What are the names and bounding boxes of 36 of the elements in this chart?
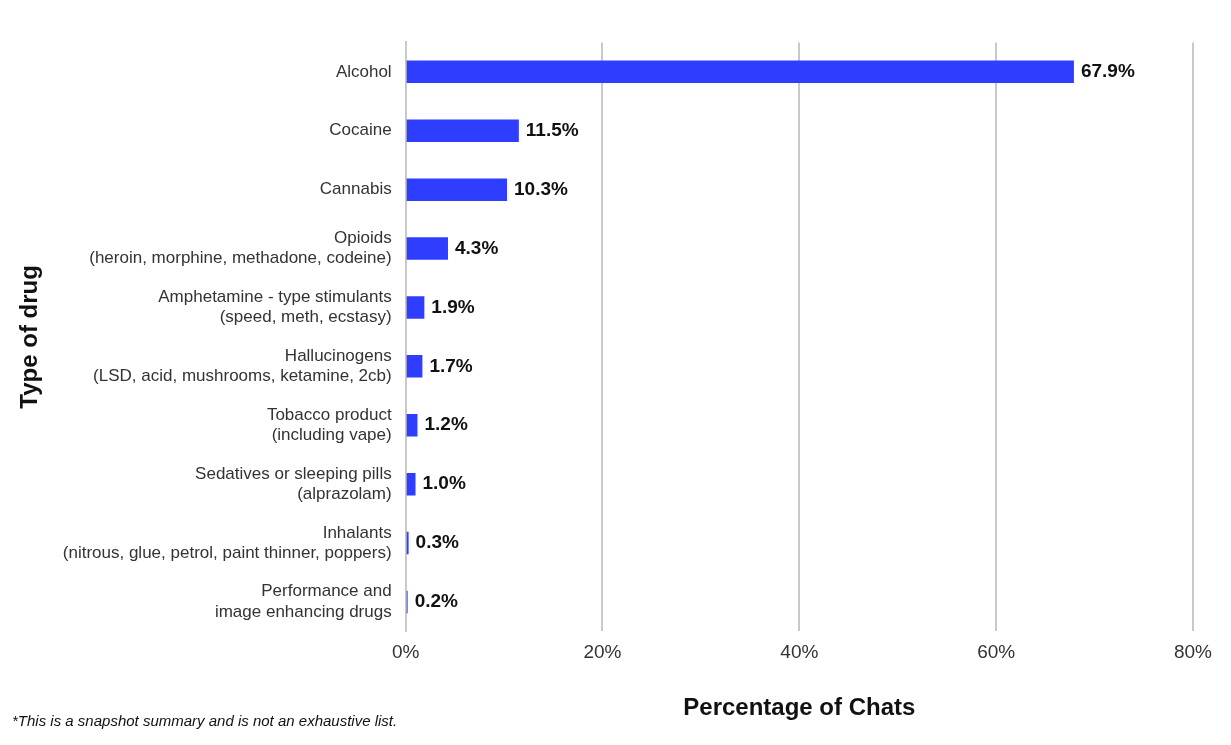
data-label: 0.3% — [415, 531, 460, 553]
bar — [406, 413, 418, 437]
x-axis-title: Percentage of Chats — [683, 693, 916, 721]
y-tick-label: Performance and image enhancing drugs — [214, 581, 392, 621]
y-tick-label: Alcohol — [335, 61, 392, 81]
y-tick-label: Cocaine — [329, 120, 392, 140]
bar — [406, 355, 423, 378]
y-tick-label: Tobacco product (including vape) — [266, 404, 392, 445]
data-label: 0.2% — [414, 590, 459, 612]
x-tick-label: 60% — [977, 641, 1016, 663]
bar — [406, 178, 508, 201]
y-tick-label: Hallucinogens (LSD, acid, mushrooms, ketamine, 2cb) — [93, 345, 392, 386]
x-tick-label: 80% — [1173, 641, 1213, 663]
bar — [406, 237, 448, 260]
y-tick-label: Amphetamine - type stimulants (speed, meth, ecstasy) — [158, 286, 392, 327]
data-label: 1.9% — [431, 295, 475, 317]
data-label: 4.3% — [454, 236, 499, 258]
bar — [406, 472, 416, 496]
y-axis-title: Type of drug — [15, 265, 43, 409]
data-label: 10.3% — [514, 177, 569, 199]
data-label: 67.9% — [1080, 60, 1135, 82]
data-label: 11.5% — [525, 118, 579, 140]
x-tick-label: 0% — [391, 641, 420, 663]
y-tick-label: Sedatives or sleeping pills (alprazolam) — [195, 463, 392, 504]
y-tick-label: Inhalants (nitrous, glue, petrol, paint thinner, poppers) — [62, 522, 392, 562]
data-label: 1.7% — [429, 354, 473, 376]
y-tick-label: Cannabis — [319, 179, 392, 199]
y-tick-label: Opioids (heroin, morphine, methadone, codeine) — [89, 228, 392, 268]
x-tick-label: 40% — [780, 641, 819, 663]
text: *This is a snapshot summary and is not an exhaustive list. — [12, 711, 398, 729]
x-tick-label: 20% — [583, 641, 622, 663]
bar — [406, 119, 519, 143]
data-label: 1.0% — [422, 472, 466, 494]
bar — [406, 296, 425, 319]
bar — [406, 60, 1074, 84]
data-label: 1.2% — [424, 413, 468, 435]
